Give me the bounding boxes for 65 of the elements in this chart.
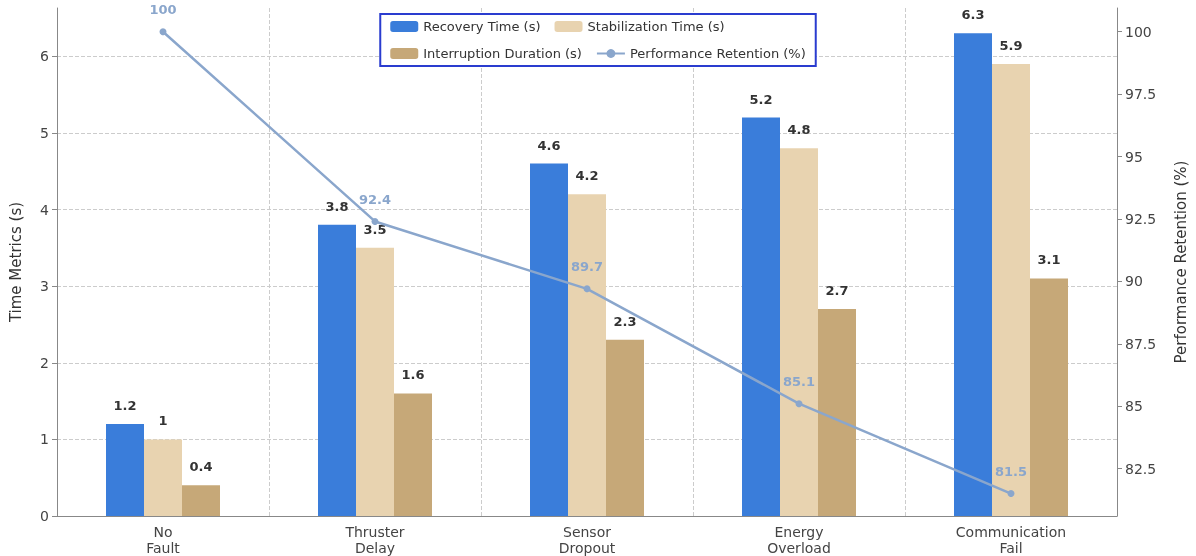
y2-tick-label: 97.5 <box>1125 86 1157 103</box>
y2-tick-label: 90 <box>1125 273 1143 290</box>
bar <box>318 224 356 516</box>
data-label: 100 <box>149 2 177 18</box>
point <box>1007 490 1015 498</box>
data-label: 6.3 <box>961 7 985 23</box>
y2-tick-label: 85 <box>1125 398 1143 415</box>
y2-tick-label: 92.5 <box>1125 210 1157 227</box>
bar <box>818 309 856 516</box>
bar <box>742 117 780 516</box>
y2-tick-label: 95 <box>1125 148 1143 165</box>
bar <box>568 194 606 516</box>
y-tick-label: 6 <box>40 48 50 65</box>
x-tick-label: No Fault <box>146 524 181 556</box>
legend-label: Interruption Duration (s) <box>423 46 582 61</box>
data-label: 4.6 <box>537 137 561 153</box>
data-label: 92.4 <box>358 191 392 207</box>
bar <box>106 424 144 516</box>
data-label: 0.4 <box>189 459 213 475</box>
data-label: 1.6 <box>401 367 425 383</box>
x-tick-label: Communication Fail <box>955 524 1067 556</box>
data-label: 4.8 <box>787 122 811 138</box>
bar <box>530 163 568 516</box>
data-label: 89.7 <box>570 259 604 275</box>
bar <box>780 148 818 516</box>
legend-label: Performance Retention (%) <box>629 46 806 61</box>
y-tick-label: 0 <box>40 508 49 524</box>
x-tick-label: Thruster Delay <box>344 524 405 556</box>
data-label: 5.9 <box>999 37 1023 53</box>
y2-tick-label: 100 <box>1125 23 1152 40</box>
x-tick-label: Energy Overload <box>767 524 831 556</box>
y-tick-label: 4 <box>40 201 50 218</box>
point <box>795 400 803 408</box>
y-tick-label: 2 <box>40 354 49 371</box>
data-label: 1.2 <box>113 398 137 414</box>
point <box>371 217 379 225</box>
legend-label: Recovery Time (s) <box>423 19 541 34</box>
data-label: 3.8 <box>325 198 349 214</box>
y2-axis-title: Performance Retention (%) <box>1171 160 1190 364</box>
y-tick-label: 1 <box>40 431 49 448</box>
bar <box>1030 278 1068 516</box>
y-tick-label: 5 <box>40 124 49 141</box>
y-tick-label: 3 <box>40 278 49 295</box>
y2-tick-label: 82.5 <box>1125 460 1157 477</box>
y-axis-title: Time Metrics (s) <box>6 201 25 324</box>
x-tick-label: Sensor Dropout <box>558 524 616 556</box>
bar <box>992 63 1030 516</box>
bar <box>606 339 644 516</box>
data-label: 3.5 <box>363 221 387 237</box>
bar <box>182 485 220 516</box>
point <box>159 28 167 36</box>
data-label: 85.1 <box>782 374 816 390</box>
data-label: 1 <box>158 413 168 429</box>
y2-tick-label: 87.5 <box>1125 335 1157 352</box>
bar <box>954 33 992 516</box>
bar <box>144 439 182 516</box>
bar <box>394 393 432 516</box>
bar <box>356 247 394 516</box>
data-label: 81.5 <box>994 464 1028 480</box>
data-label: 3.1 <box>1037 252 1061 268</box>
data-label: 5.2 <box>749 91 773 107</box>
data-label: 2.7 <box>825 283 849 299</box>
legend-label: Stabilization Time (s) <box>587 19 725 34</box>
data-label: 2.3 <box>613 313 637 329</box>
data-label: 4.2 <box>575 168 599 184</box>
